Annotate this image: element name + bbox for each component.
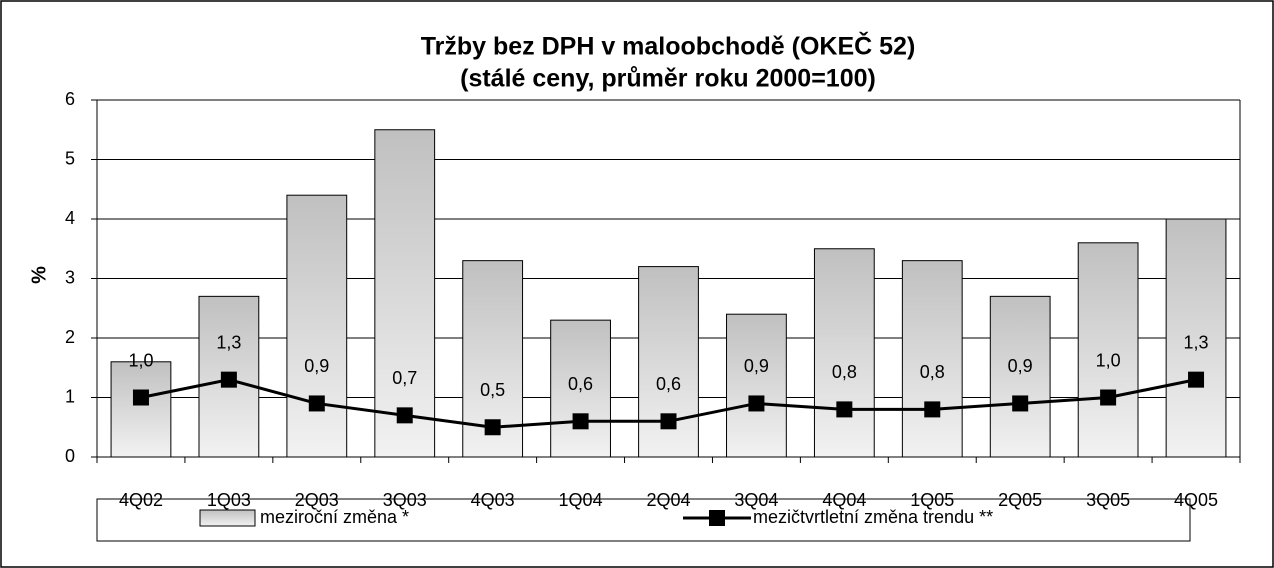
data-label: 0,6 [568,374,593,394]
x-tick-label: 3Q04 [734,490,778,510]
y-axis-label: % [28,266,50,284]
x-tick-label: 1Q05 [910,490,954,510]
y-tick-label: 0 [65,446,75,466]
data-label: 0,5 [480,380,505,400]
bar [813,248,875,458]
marker [836,401,853,418]
marker [924,401,941,418]
data-label: 1,0 [128,350,153,370]
marker [1188,371,1205,388]
x-tick-label: 4Q05 [1174,490,1218,510]
y-tick-label: 5 [65,148,75,168]
data-label: 0,8 [920,362,945,382]
legend-label: mezičtvrtletní změna trendu ** [753,507,993,527]
data-label: 0,9 [304,356,329,376]
data-label: 0,6 [656,374,681,394]
y-tick-label: 1 [65,386,75,406]
x-tick-label: 1Q03 [207,490,251,510]
y-tick-label: 4 [65,208,75,228]
marker [396,407,413,424]
chart-title: Tržby bez DPH v maloobchodě (OKEČ 52) [421,31,916,61]
bar [110,361,172,458]
data-label: 0,7 [392,368,417,388]
marker [1012,395,1029,412]
marker [748,395,765,412]
data-label: 1,0 [1096,350,1121,370]
bar [1077,242,1139,458]
marker [660,413,677,430]
chart-subtitle: (stálé ceny, průměr roku 2000=100) [460,65,876,93]
marker [572,413,589,430]
data-label: 0,8 [832,362,857,382]
marker [220,371,237,388]
bar [726,313,787,458]
bar [550,319,611,458]
legend-label: meziroční změna * [260,507,409,527]
bar [1165,218,1227,458]
legend-swatch [199,509,256,527]
marker [484,419,501,436]
data-label: 0,9 [744,356,769,376]
bar [989,295,1051,458]
x-tick-label: 4Q04 [822,490,866,510]
bar [901,260,963,458]
x-tick-label: 3Q03 [383,490,427,510]
data-label: 0,9 [1008,356,1033,376]
x-tick-label: 2Q03 [295,490,339,510]
marker [1100,389,1117,406]
bar [374,129,436,458]
x-tick-label: 1Q04 [559,490,603,510]
x-tick-label: 3Q05 [1086,490,1130,510]
marker [308,395,325,412]
legend-marker [709,510,725,526]
x-tick-label: 2Q05 [998,490,1042,510]
bar [286,194,348,458]
y-tick-label: 3 [65,267,75,287]
x-tick-label: 4Q03 [471,490,515,510]
x-tick-label: 4Q02 [119,490,163,510]
data-label: 1,3 [1184,332,1209,352]
data-label: 1,3 [216,332,241,352]
y-tick-label: 2 [65,327,75,347]
y-tick-label: 6 [65,89,75,109]
x-tick-label: 2Q04 [646,490,690,510]
legend-box [96,498,1191,542]
marker [132,389,149,406]
